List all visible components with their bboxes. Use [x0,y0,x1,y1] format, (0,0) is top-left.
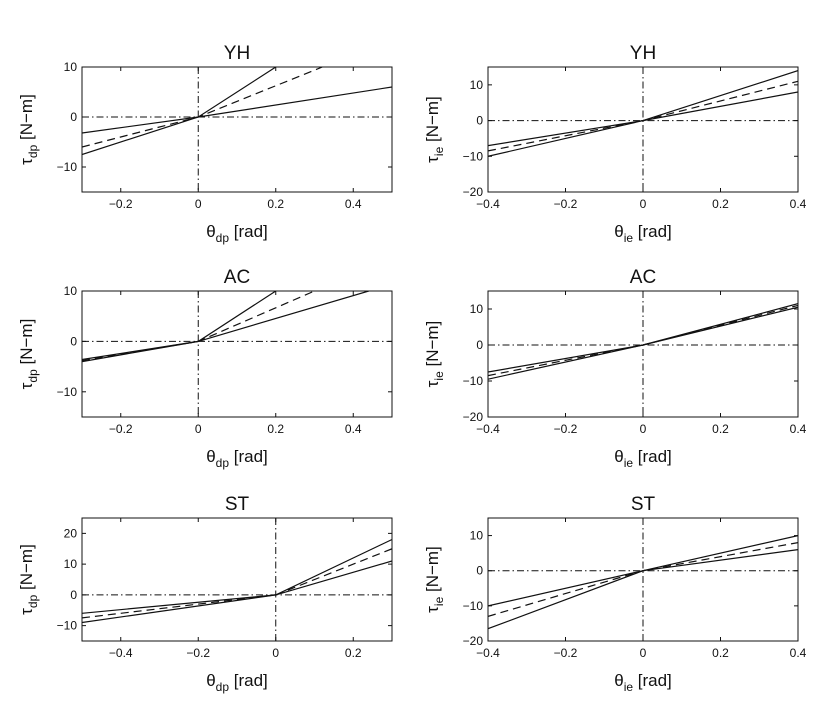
series-line-1 [82,538,392,624]
y-tick-label: 0 [70,334,77,348]
y-tick-label: 0 [70,110,77,124]
y-tick-label: −10 [57,385,78,399]
y-tick-label: 0 [476,338,483,352]
y-tick-label: 10 [64,60,78,74]
chart-title: ST [225,494,250,515]
y-tick-label: −10 [57,619,78,633]
y-tick-label: 10 [64,557,78,571]
series-line-2 [82,67,323,148]
x-axis-label: θie [rad] [614,447,672,470]
x-tick-label: 0.4 [790,422,807,436]
x-axis-label: θie [rad] [614,222,672,245]
plot-frame [81,66,393,193]
chart-panel-4: −0.4 −0.2 0 0.2 0.4 −20 −10 0 10 AC θie [rad] τie [… [423,267,807,470]
y-tick-label: 10 [470,78,484,92]
y-tick-label: −10 [463,599,484,613]
series-line-3 [82,86,392,134]
series-line-3 [82,291,369,361]
x-tick-label: 0.2 [267,422,284,436]
x-tick-label: 0 [640,646,647,660]
y-axis-label: τdp [N−m] [17,94,40,165]
x-axis-label: θdp [rad] [206,447,268,470]
chart-title: YH [630,43,656,64]
y-tick-label: −10 [57,160,78,174]
chart-title: AC [630,267,656,288]
x-tick-label: 0.2 [267,197,284,211]
x-axis-label: θdp [rad] [206,671,268,694]
chart-panel-1: −0.2 0 0.2 0.4 −10 0 10 YH θdp [rad] τdp [N−m] [17,43,393,245]
x-axis-label: θdp [rad] [206,222,268,245]
x-tick-label: 0.4 [790,197,807,211]
chart-title: YH [224,43,250,64]
series-line-2 [82,548,392,619]
y-axis-label: τie [N−m] [423,546,446,613]
series-line-1 [82,67,277,156]
x-tick-label: −0.4 [109,646,133,660]
y-axis-label: τdp [N−m] [17,319,40,390]
y-tick-label: −20 [463,185,484,199]
x-tick-label: 0 [195,422,202,436]
chart-panel-3: −0.2 0 0.2 0.4 −10 0 10 AC θdp [rad] τdp [N−m] [17,267,393,470]
x-tick-label: −0.2 [109,197,133,211]
series-line-3 [488,91,798,147]
x-tick-label: −0.2 [554,646,578,660]
y-tick-label: 0 [476,564,483,578]
x-tick-label: −0.2 [109,422,133,436]
x-tick-label: 0 [640,197,647,211]
series-line-3 [488,306,798,373]
x-tick-label: 0.2 [712,422,729,436]
x-tick-label: −0.2 [554,197,578,211]
series-line-1 [82,291,277,363]
y-tick-label: −10 [463,374,484,388]
x-tick-label: 0 [195,197,202,211]
x-tick-label: −0.4 [476,646,500,660]
series-line-3 [488,549,798,607]
y-tick-label: 10 [470,302,484,316]
x-tick-label: 0 [640,422,647,436]
y-tick-label: 10 [470,529,484,543]
y-tick-label: 0 [70,588,77,602]
y-axis-label: τie [N−m] [423,321,446,388]
series-line-3 [82,560,392,614]
chart-panel-6: −0.4 −0.2 0 0.2 0.4 −20 −10 0 10 ST θie [rad] τie [… [423,494,807,694]
y-tick-label: 10 [64,284,78,298]
x-tick-label: −0.2 [186,646,210,660]
x-tick-label: −0.4 [476,197,500,211]
plot-frame [81,517,393,642]
plot-frame [81,290,393,418]
x-tick-label: 0 [272,646,279,660]
chart-panel-5: −0.4 −0.2 0 0.2 −10 0 10 20 ST θdp [rad] τdp [N−m] [17,494,393,694]
chart-title: AC [224,267,250,288]
y-axis-label: τdp [N−m] [17,544,40,615]
x-tick-label: 0.2 [712,646,729,660]
x-tick-label: 0.4 [790,646,807,660]
x-tick-label: 0.2 [712,197,729,211]
chart-title: ST [631,494,656,515]
x-tick-label: 0.4 [345,197,362,211]
x-tick-label: −0.2 [554,422,578,436]
y-tick-label: −20 [463,634,484,648]
x-tick-label: 0.2 [345,646,362,660]
y-tick-label: −20 [463,410,484,424]
y-axis-label: τie [N−m] [423,96,446,163]
x-tick-label: −0.4 [476,422,500,436]
y-tick-label: 20 [64,526,78,540]
x-tick-label: 0.4 [345,422,362,436]
x-axis-label: θie [rad] [614,671,672,694]
y-tick-label: −10 [463,149,484,163]
y-tick-label: 0 [476,114,483,128]
chart-panel-2: −0.4 −0.2 0 0.2 0.4 −20 −10 0 10 YH θie [rad] τie [… [423,43,807,245]
